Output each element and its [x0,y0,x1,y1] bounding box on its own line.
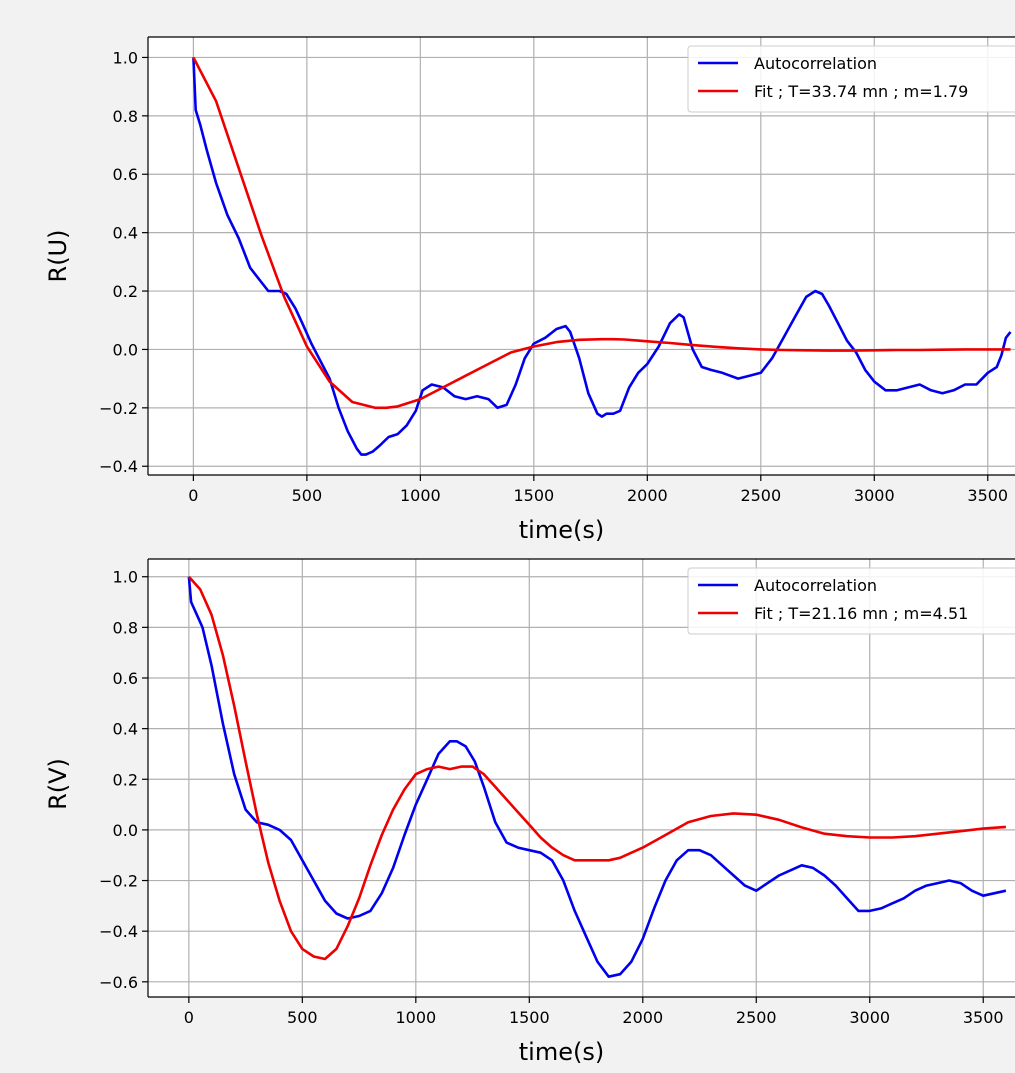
y-tick-label: 0.4 [113,224,138,243]
autocorrelation-line [192,57,1012,456]
y-tick-label: −0.2 [99,872,138,891]
chart-panel-u: 0 500 1000 1500 2000 2500 3000 3500 −0.4 −0.2 0.0 0… [44,36,1015,544]
legend-label: Fit ; T=21.16 mn ; m=4.51 [754,604,968,623]
y-tick-label: 0.0 [113,340,138,359]
y-tick-label: 0.4 [113,720,138,739]
x-axis-label: time(s) [519,516,604,544]
x-tick-label: 500 [292,486,323,505]
y-tick-label: 0.6 [113,165,138,184]
y-tick-label: −0.4 [99,457,138,476]
x-tick-label: 2000 [627,486,668,505]
x-tick-label: 1500 [509,1008,550,1027]
y-tick-label: 0.8 [113,618,138,637]
x-tick-label: 3000 [849,1008,890,1027]
fit-line [187,575,1006,961]
legend-label: Fit ; T=33.74 mn ; m=1.79 [754,82,968,101]
x-tick-label: 500 [287,1008,318,1027]
y-tick-label: 0.0 [113,821,138,840]
legend-box [687,567,1015,635]
x-tick-label: 0 [184,1008,194,1027]
y-tick-label: 0.8 [113,107,138,126]
autocorrelation-line [187,576,1007,978]
fit-line [192,56,1011,410]
y-tick-label: −0.6 [99,973,138,992]
y-axis-label: R(V) [44,758,72,810]
y-tick-label: 0.2 [113,770,138,789]
legend-label: Autocorrelation [754,54,877,73]
y-tick-label: −0.4 [99,922,138,941]
series-group [187,575,1007,978]
y-axis-label: R(U) [44,230,72,283]
x-tick-label: 3500 [967,486,1008,505]
x-tick-label: 3500 [963,1008,1004,1027]
y-tick-label: 1.0 [113,48,138,67]
x-tick-label: 2500 [736,1008,777,1027]
x-tick-label: 1000 [395,1008,436,1027]
x-tick-label: 0 [188,486,198,505]
x-tick-label: 3000 [854,486,895,505]
x-tick-label: 1000 [400,486,441,505]
series-group [192,56,1012,456]
legend-box [687,45,1015,113]
y-tick-label: 0.2 [113,282,138,301]
legend-label: Autocorrelation [754,576,877,595]
x-tick-label: 2500 [740,486,781,505]
y-tick-label: 1.0 [113,568,138,587]
y-tick-label: 0.6 [113,669,138,688]
x-axis-label: time(s) [519,1038,604,1066]
x-tick-label: 1500 [513,486,554,505]
y-tick-label: −0.2 [99,399,138,418]
x-tick-label: 2000 [622,1008,663,1027]
chart-panel-v: 0 500 1000 1500 2000 2500 3000 3500 −0.6 −0.4 −0.2… [44,558,1015,1066]
